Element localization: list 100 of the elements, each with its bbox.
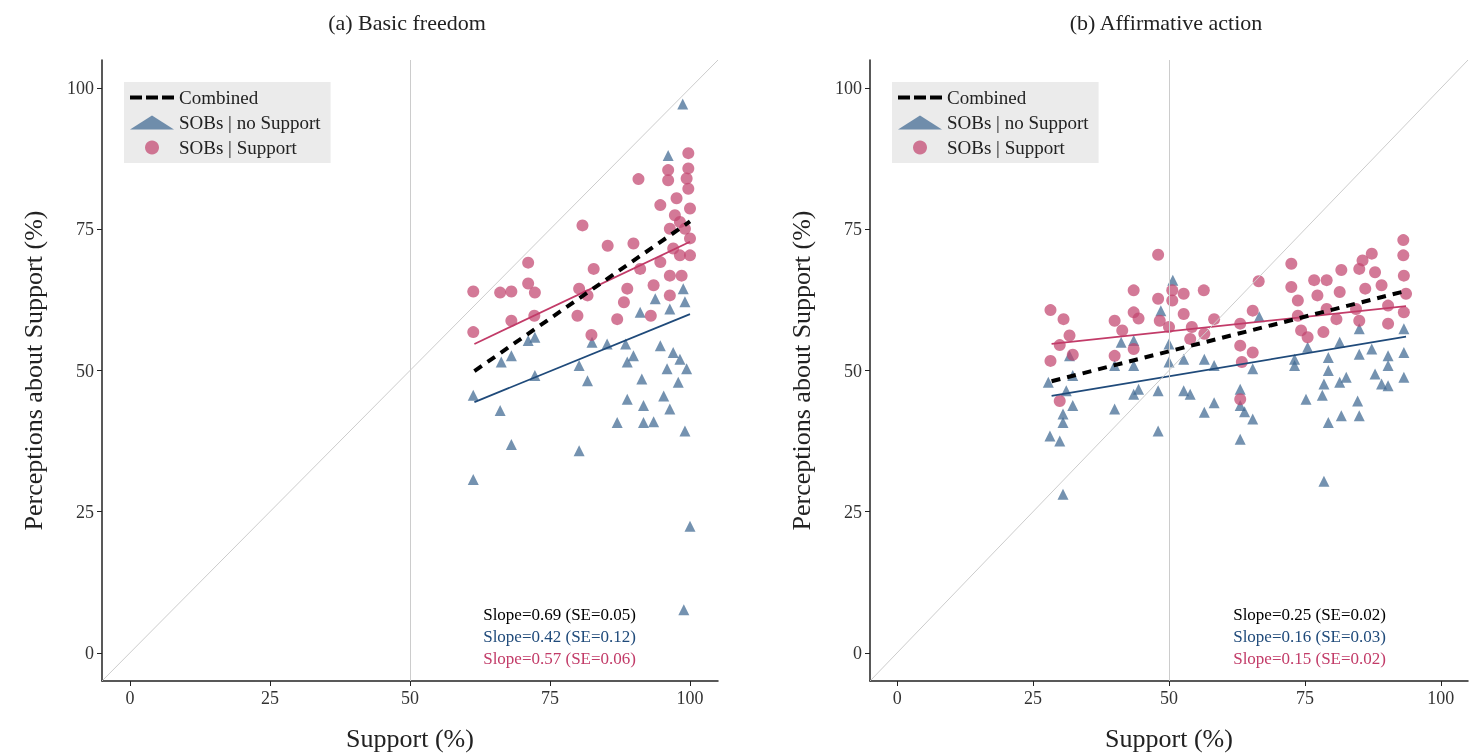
point — [658, 390, 670, 402]
y-tick-label: 100 — [835, 78, 862, 99]
point — [670, 192, 683, 205]
point — [505, 350, 517, 362]
point — [668, 209, 681, 222]
point — [573, 359, 585, 371]
point — [664, 303, 676, 315]
point — [678, 604, 690, 616]
point — [654, 340, 666, 352]
point — [582, 375, 594, 387]
point — [675, 269, 688, 282]
annotation: Slope=0.69 (SE=0.05) — [483, 605, 636, 624]
point — [674, 353, 686, 365]
x-tick-label: 0 — [892, 688, 902, 708]
x-tick-label: 75 — [541, 688, 559, 708]
point — [573, 445, 585, 457]
point — [677, 283, 689, 295]
point — [677, 98, 689, 110]
point — [505, 438, 517, 450]
annotation: Slope=0.57 (SE=0.06) — [483, 649, 636, 668]
legend-label: SOBs | Support — [179, 137, 298, 158]
point — [679, 425, 691, 437]
point — [585, 328, 598, 341]
point — [522, 256, 535, 269]
point — [495, 356, 507, 368]
point — [634, 306, 646, 318]
point — [611, 313, 624, 326]
point — [611, 416, 623, 428]
y-tick-label: 75 — [844, 219, 862, 240]
point — [638, 416, 650, 428]
point — [661, 363, 673, 375]
x-tick-label: 25 — [1024, 688, 1043, 708]
point — [467, 389, 479, 401]
legend-label: Combined — [947, 87, 1027, 108]
annotation: Slope=0.16 (SE=0.03) — [1233, 627, 1386, 646]
y-tick-label: 0 — [85, 642, 94, 663]
y-axis-title: Perceptions about Support (%) — [18, 210, 48, 531]
y-tick-label: 50 — [844, 360, 862, 381]
y-tick-label: 0 — [853, 642, 862, 663]
legend-label: Combined — [179, 87, 259, 108]
point — [621, 356, 633, 368]
point — [649, 293, 661, 305]
point — [467, 285, 480, 298]
point — [576, 219, 589, 232]
point — [627, 350, 639, 362]
point — [682, 182, 695, 195]
x-tick-label: 25 — [261, 688, 279, 708]
legend-label: SOBs | no Support — [179, 112, 322, 133]
point — [601, 239, 614, 252]
point — [467, 326, 480, 339]
point — [662, 174, 675, 187]
point — [682, 162, 695, 175]
annotation: Slope=0.15 (SE=0.02) — [1233, 649, 1386, 668]
point — [467, 473, 479, 485]
point — [522, 277, 535, 290]
point — [529, 331, 541, 343]
y-tick-label: 25 — [844, 501, 862, 522]
point — [679, 296, 691, 308]
x-axis-title: Support (%) — [346, 723, 474, 753]
point — [654, 199, 667, 212]
point — [682, 147, 695, 160]
point — [627, 237, 640, 250]
point — [667, 346, 679, 358]
point — [680, 172, 693, 185]
legend-label: SOBs | Support — [947, 137, 1066, 158]
point — [663, 269, 676, 282]
point — [571, 309, 584, 322]
point — [587, 262, 600, 275]
x-tick-label: 100 — [676, 688, 704, 708]
point — [505, 285, 518, 298]
point — [528, 286, 541, 299]
point — [672, 376, 684, 388]
point — [681, 363, 693, 375]
point — [684, 520, 696, 532]
point — [638, 400, 650, 411]
point — [617, 296, 630, 309]
annotation: Slope=0.42 (SE=0.12) — [483, 627, 636, 646]
point — [494, 405, 506, 417]
point — [647, 279, 660, 292]
x-tick-label: 100 — [1427, 688, 1455, 708]
annotation: Slope=0.25 (SE=0.02) — [1233, 605, 1386, 624]
point — [494, 286, 507, 299]
point — [644, 309, 657, 322]
point — [664, 403, 676, 415]
point — [673, 249, 686, 262]
point — [621, 282, 634, 295]
y-tick-label: 50 — [76, 360, 94, 381]
x-axis-title: Support (%) — [1105, 723, 1233, 753]
point — [632, 173, 645, 186]
x-tick-label: 0 — [125, 688, 135, 708]
chart-title: (b) Affirmative action — [1069, 9, 1263, 35]
y-tick-label: 75 — [76, 219, 94, 240]
point — [662, 149, 674, 161]
point — [636, 373, 648, 385]
x-tick-label: 50 — [1160, 688, 1178, 708]
x-tick-label: 50 — [401, 688, 419, 708]
x-tick-label: 75 — [1295, 688, 1314, 708]
legend-label: SOBs | no Support — [947, 112, 1090, 133]
point — [654, 256, 667, 269]
y-axis-title: Perceptions about Support (%) — [786, 210, 816, 531]
